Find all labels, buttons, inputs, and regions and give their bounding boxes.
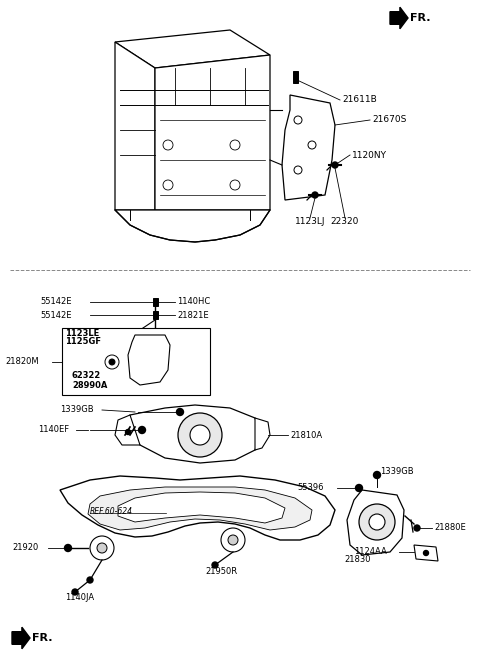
Circle shape (332, 162, 338, 168)
Circle shape (90, 536, 114, 560)
Polygon shape (255, 418, 270, 450)
Text: 1125GF: 1125GF (65, 337, 101, 346)
Text: 21810A: 21810A (290, 430, 322, 440)
Circle shape (228, 535, 238, 545)
Circle shape (72, 589, 78, 595)
Bar (62, 328, 210, 395)
Polygon shape (88, 487, 312, 530)
Text: 22320: 22320 (330, 218, 359, 226)
Circle shape (414, 525, 420, 531)
Circle shape (423, 550, 429, 556)
Text: 1339GB: 1339GB (380, 468, 414, 476)
Text: 1140JA: 1140JA (65, 594, 94, 602)
Circle shape (97, 543, 107, 553)
Polygon shape (128, 405, 260, 463)
Circle shape (178, 413, 222, 457)
Circle shape (369, 514, 385, 530)
Circle shape (294, 116, 302, 124)
Text: 21611B: 21611B (342, 96, 377, 104)
Circle shape (64, 544, 72, 552)
Text: 21920: 21920 (12, 543, 38, 552)
Text: 21830: 21830 (344, 556, 371, 565)
Polygon shape (414, 545, 438, 561)
Text: 1140HC: 1140HC (177, 297, 210, 306)
Polygon shape (115, 30, 270, 68)
Circle shape (177, 409, 183, 415)
Text: 21670S: 21670S (372, 115, 407, 125)
Polygon shape (115, 42, 155, 210)
Polygon shape (390, 7, 408, 29)
Circle shape (312, 192, 318, 198)
Circle shape (125, 430, 131, 434)
Circle shape (221, 528, 245, 552)
Polygon shape (115, 415, 140, 445)
Circle shape (163, 180, 173, 190)
Circle shape (308, 141, 316, 149)
Text: 21821E: 21821E (177, 310, 209, 319)
Text: 1339GB: 1339GB (60, 405, 94, 415)
Bar (292, 71, 298, 83)
Text: 55142E: 55142E (40, 310, 72, 319)
Polygon shape (155, 55, 270, 210)
Text: FR.: FR. (32, 633, 52, 643)
Polygon shape (118, 492, 285, 523)
Text: FR.: FR. (410, 13, 431, 23)
Text: 1140EF: 1140EF (38, 426, 69, 434)
Text: 21950R: 21950R (205, 567, 237, 577)
Text: 55142E: 55142E (40, 297, 72, 306)
Text: 55396: 55396 (297, 483, 324, 493)
Circle shape (87, 577, 93, 583)
Circle shape (163, 140, 173, 150)
Text: 1123LJ: 1123LJ (295, 218, 325, 226)
Circle shape (373, 472, 381, 478)
Bar (153, 298, 157, 306)
Polygon shape (12, 627, 30, 649)
Polygon shape (115, 210, 270, 242)
Polygon shape (282, 95, 335, 200)
Text: 21820M: 21820M (5, 358, 38, 367)
Circle shape (230, 180, 240, 190)
Text: REF.60-624: REF.60-624 (90, 506, 133, 516)
Text: 28990A: 28990A (72, 380, 108, 390)
Circle shape (359, 504, 395, 540)
Text: 1123LE: 1123LE (65, 329, 99, 337)
Circle shape (212, 562, 218, 568)
Polygon shape (347, 490, 404, 555)
Polygon shape (128, 335, 170, 385)
Circle shape (294, 166, 302, 174)
Circle shape (356, 485, 362, 491)
Circle shape (105, 355, 119, 369)
Polygon shape (60, 476, 335, 540)
Circle shape (139, 426, 145, 434)
Text: 21880E: 21880E (434, 523, 466, 533)
Text: 1120NY: 1120NY (352, 150, 387, 159)
Bar (153, 311, 157, 319)
Text: 62322: 62322 (72, 371, 101, 380)
Circle shape (109, 359, 115, 365)
Text: 1124AA: 1124AA (354, 548, 387, 556)
Circle shape (230, 140, 240, 150)
Circle shape (190, 425, 210, 445)
